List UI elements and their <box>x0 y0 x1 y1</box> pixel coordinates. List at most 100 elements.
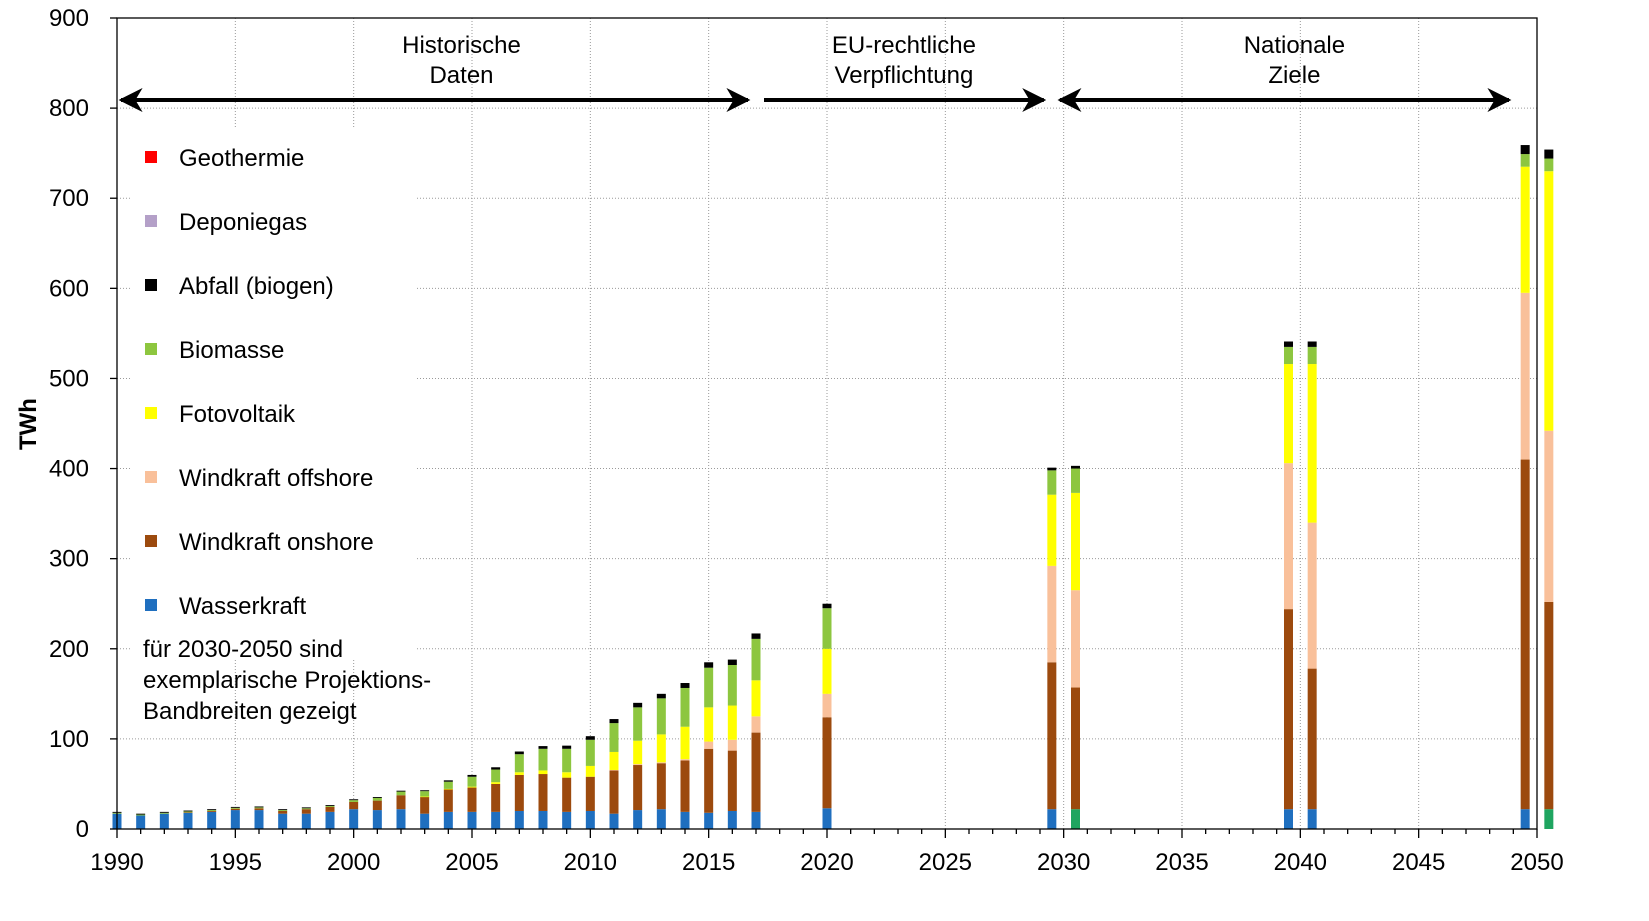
bar-segment-biomasse <box>656 698 666 735</box>
bar-segment-fotovoltaik <box>1047 494 1057 566</box>
bar-segment-biomasse <box>443 781 453 789</box>
note-line: für 2030-2050 sind <box>143 636 343 663</box>
bar-segment-biomasse <box>538 748 548 771</box>
bar-segment-abfall-biogen <box>443 780 453 782</box>
bar-segment-wasserkraft <box>680 811 690 829</box>
bar-segment-windkraft-onshore <box>1047 662 1057 810</box>
period-label: Ziele <box>1268 62 1320 89</box>
bar-segment-windkraft-offshore <box>1284 463 1293 610</box>
bar-segment-windkraft-onshore <box>467 787 477 812</box>
bar-segment-wasserkraft <box>325 811 335 829</box>
legend-label: Fotovoltaik <box>179 401 296 428</box>
legend-swatch <box>145 535 157 547</box>
bar-segment-abfall-biogen <box>1071 465 1080 469</box>
bar-segment-biomasse <box>609 723 619 752</box>
bar-segment-wasserkraft <box>467 811 477 829</box>
bar-segment-fotovoltaik <box>514 772 524 775</box>
bar-segment-fotovoltaik <box>751 680 761 717</box>
period-label: Verpflichtung <box>835 62 974 89</box>
bar-segment-abfall-biogen <box>704 662 714 668</box>
bar-segment-fotovoltaik <box>1544 171 1554 431</box>
x-tick-label: 2010 <box>564 849 617 876</box>
y-tick-label: 800 <box>49 95 89 122</box>
legend-swatch <box>145 151 157 163</box>
bar-segment-wasserkraft <box>301 813 311 829</box>
y-tick-label: 100 <box>49 726 89 753</box>
y-tick-label: 600 <box>49 275 89 302</box>
bar-segment-fotovoltaik <box>491 782 501 784</box>
bar-segment-abfall-biogen <box>633 702 643 708</box>
legend-label: Wasserkraft <box>179 593 306 620</box>
period-annotations: Historische Daten EU-rechtliche Verpflichtu… <box>118 32 1512 112</box>
bar-segment-wasserkraft <box>1520 809 1530 829</box>
bar-segment-wasserkraft <box>136 815 146 829</box>
bar-segment-wasserkraft <box>230 810 240 829</box>
bar-segment-biomasse <box>822 608 832 649</box>
bar-segment-windkraft-onshore <box>1520 459 1530 810</box>
bar-segment-fotovoltaik <box>420 796 430 798</box>
bar-segment-biomasse <box>1284 346 1293 365</box>
bar-segment-wasserkraft <box>420 813 430 829</box>
bar-segment-windkraft-offshore <box>680 759 690 761</box>
bar-segment-biomasse <box>751 638 761 681</box>
bar-segment-abfall-biogen <box>514 751 524 755</box>
projection-note: für 2030-2050 sind exemplarische Projekti… <box>143 636 431 725</box>
bar-segment-fotovoltaik <box>538 770 548 775</box>
x-tick-label: 2045 <box>1392 849 1445 876</box>
legend-swatch <box>145 279 157 291</box>
bar-segment-abfall-biogen <box>230 806 240 808</box>
bar-segment-biomasse <box>1047 470 1057 495</box>
bar-segment-wasserkraft <box>1544 809 1554 829</box>
legend-label: Biomasse <box>179 337 284 364</box>
bar-segment-wasserkraft <box>538 810 548 829</box>
bar-segment-abfall-biogen <box>467 774 477 777</box>
bar-segment-windkraft-onshore <box>254 808 264 811</box>
bar-segment-abfall-biogen <box>538 746 548 749</box>
bar-segment-wasserkraft <box>349 809 359 829</box>
bar-segment-abfall-biogen <box>349 799 359 801</box>
bar-segment-wasserkraft <box>704 812 714 829</box>
legend-swatch <box>145 471 157 483</box>
bar-segment-biomasse <box>207 810 217 811</box>
bar-segment-abfall-biogen <box>396 790 406 792</box>
bar-segment-biomasse <box>136 814 146 816</box>
bar-segment-biomasse <box>467 776 477 787</box>
bar-segment-windkraft-onshore <box>704 748 714 813</box>
bar-segment-wasserkraft <box>585 810 595 829</box>
bar-segment-windkraft-onshore <box>420 797 430 814</box>
bar-segment-fotovoltaik <box>562 772 572 778</box>
bar-segment-windkraft-onshore <box>325 806 335 812</box>
legend-label: Geothermie <box>179 145 304 172</box>
bar-segment-windkraft-offshore <box>1544 430 1554 602</box>
bar-segment-fotovoltaik <box>656 734 666 763</box>
bar-segment-abfall-biogen <box>680 683 690 688</box>
bar-segment-windkraft-offshore <box>751 716 761 733</box>
x-tick-label: 2040 <box>1274 849 1327 876</box>
bar-segment-abfall-biogen <box>609 719 619 724</box>
bar-segment-biomasse <box>585 739 595 766</box>
x-tick-label: 1995 <box>209 849 262 876</box>
bar-segment-windkraft-onshore <box>585 776 595 811</box>
bar-segment-abfall-biogen <box>751 633 761 639</box>
bar-segment-biomasse <box>159 812 169 814</box>
bar-segment-fotovoltaik <box>467 786 477 788</box>
period-label: Historische <box>402 32 521 59</box>
bar-segment-wasserkraft <box>278 813 288 829</box>
legend-swatch <box>145 407 157 419</box>
note-line: Bandbreiten gezeigt <box>143 698 357 725</box>
x-tick-label: 2020 <box>800 849 853 876</box>
bar-segment-abfall-biogen <box>1307 341 1317 347</box>
period-label: Daten <box>429 62 493 89</box>
bar-segment-wasserkraft <box>562 811 572 829</box>
bar-segment-biomasse <box>491 769 501 783</box>
bar-segment-biomasse <box>704 667 714 708</box>
bar-segment-abfall-biogen <box>254 806 264 808</box>
bar-segment-biomasse <box>1071 468 1080 493</box>
bar-segment-wasserkraft <box>443 811 453 829</box>
bar-segment-windkraft-onshore <box>680 760 690 812</box>
bar-segment-biomasse <box>396 791 406 796</box>
bar-segment-abfall-biogen <box>727 659 737 665</box>
bar-segment-windkraft-onshore <box>301 809 311 814</box>
bar-segment-windkraft-onshore <box>207 810 217 812</box>
